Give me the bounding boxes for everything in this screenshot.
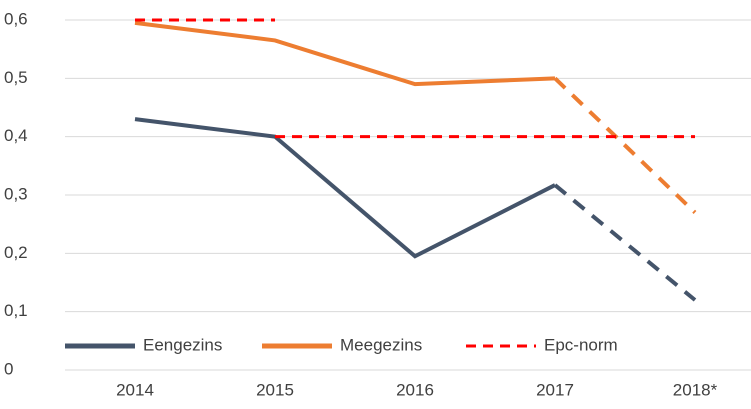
x-tick-label: 2014 xyxy=(116,380,154,399)
line-projection xyxy=(553,183,697,302)
legend-label: Eengezins xyxy=(143,335,222,354)
y-tick-label: 0,5 xyxy=(4,68,28,87)
x-tick-label: 2016 xyxy=(396,380,434,399)
line-projection xyxy=(553,76,697,214)
legend-label: Meegezins xyxy=(340,335,422,354)
x-tick-label: 2015 xyxy=(256,380,294,399)
y-tick-label: 0 xyxy=(4,359,13,378)
line-series xyxy=(134,117,556,259)
y-tick-label: 0,1 xyxy=(4,301,28,320)
line-series xyxy=(134,20,556,87)
y-tick-label: 0,6 xyxy=(4,9,28,28)
x-tick-label: 2018* xyxy=(673,380,718,399)
y-tick-label: 0,4 xyxy=(4,126,28,145)
y-tick-label: 0,2 xyxy=(4,243,28,262)
y-tick-label: 0,3 xyxy=(4,184,28,203)
x-tick-label: 2017 xyxy=(536,380,574,399)
legend-label: Epc-norm xyxy=(544,335,618,354)
